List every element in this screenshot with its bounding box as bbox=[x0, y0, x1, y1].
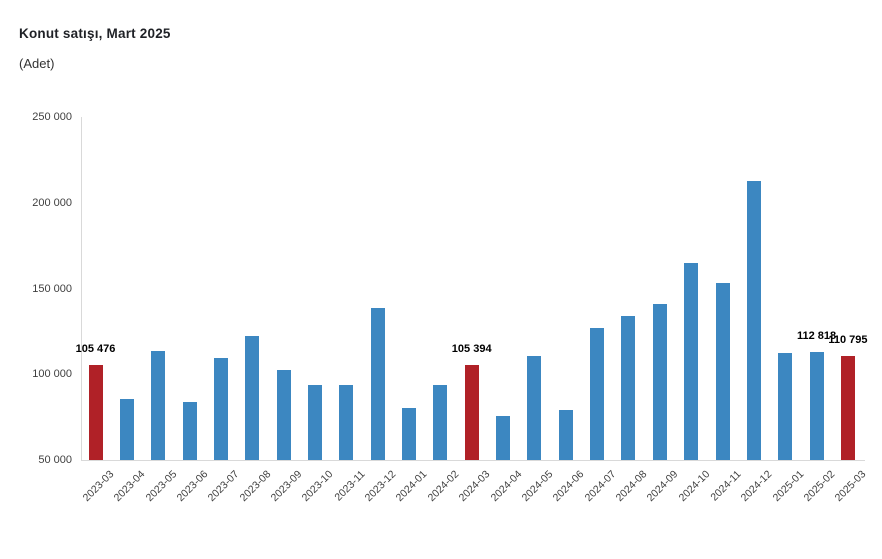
bar-highlighted bbox=[840, 355, 855, 460]
y-axis-tick-label: 150 000 bbox=[32, 282, 72, 295]
x-axis-tick-label: 2024-12 bbox=[738, 468, 775, 505]
y-axis-line bbox=[81, 117, 82, 460]
bar bbox=[684, 262, 699, 460]
bar bbox=[746, 181, 761, 460]
x-axis-tick-label: 2024-02 bbox=[425, 468, 462, 505]
bar-data-label: 110 795 bbox=[828, 333, 868, 346]
chart-title: Konut satışı, Mart 2025 bbox=[19, 26, 171, 41]
bar bbox=[182, 402, 197, 460]
bar bbox=[213, 357, 228, 460]
x-axis-tick-label: 2024-04 bbox=[488, 468, 524, 505]
y-axis-tick-label: 50 000 bbox=[38, 454, 72, 466]
y-axis-tick-label: 250 000 bbox=[32, 111, 72, 123]
bar bbox=[715, 283, 730, 460]
x-axis-tick-label: 2024-03 bbox=[456, 468, 493, 505]
bar-highlighted bbox=[464, 364, 479, 460]
bar bbox=[558, 409, 573, 460]
x-axis-tick-label: 2024-07 bbox=[582, 468, 618, 505]
x-axis-tick-label: 2023-05 bbox=[143, 468, 179, 505]
x-axis-tick-label: 2023-10 bbox=[299, 468, 336, 505]
x-axis-tick-label: 2024-11 bbox=[708, 468, 744, 504]
bar bbox=[119, 398, 134, 460]
bar bbox=[652, 304, 667, 460]
bar bbox=[621, 315, 636, 460]
bar-data-label: 112 818 bbox=[796, 330, 837, 343]
bar bbox=[809, 352, 824, 460]
bar bbox=[245, 336, 260, 460]
x-axis-line bbox=[81, 460, 865, 461]
bar bbox=[778, 353, 793, 460]
x-axis-tick-label: 2024-10 bbox=[676, 468, 712, 505]
x-axis-tick-label: 2024-06 bbox=[550, 468, 587, 505]
x-axis-tick-label: 2023-11 bbox=[331, 468, 368, 504]
x-axis-tick-label: 2023-04 bbox=[111, 468, 148, 505]
x-axis-tick-label: 2023-07 bbox=[205, 468, 242, 505]
bar bbox=[402, 408, 416, 460]
x-axis-tick-label: 2024-09 bbox=[644, 468, 681, 505]
x-axis-tick-label: 2023-09 bbox=[268, 468, 305, 505]
x-axis-tick-label: 2023-03 bbox=[80, 468, 117, 505]
x-axis-tick-label: 2024-01 bbox=[394, 468, 430, 505]
x-axis-tick-label: 2025-01 bbox=[770, 468, 806, 505]
bar bbox=[276, 369, 291, 460]
bar bbox=[370, 308, 385, 460]
bar bbox=[496, 416, 511, 460]
y-axis-tick-label: 100 000 bbox=[32, 368, 72, 381]
x-axis-tick-label: 2024-05 bbox=[519, 468, 556, 505]
bar-highlighted bbox=[88, 364, 103, 460]
chart-subtitle: (Adet) bbox=[19, 56, 55, 71]
x-axis-tick-label: 2023-06 bbox=[174, 468, 211, 505]
bar bbox=[339, 385, 354, 460]
x-axis-tick-label: 2023-08 bbox=[237, 468, 274, 505]
bar bbox=[307, 384, 322, 460]
x-axis-tick-label: 2024-08 bbox=[613, 468, 650, 505]
bar bbox=[433, 384, 448, 460]
bar bbox=[527, 356, 542, 460]
bar bbox=[590, 327, 605, 460]
x-axis-tick-label: 2023-12 bbox=[362, 468, 399, 505]
bar-data-label: 105 394 bbox=[451, 342, 492, 355]
bar bbox=[151, 351, 166, 460]
x-axis-tick-label: 2025-03 bbox=[832, 468, 869, 505]
x-axis-tick-label: 2025-02 bbox=[801, 468, 838, 505]
y-axis-tick-label: 200 000 bbox=[32, 196, 72, 209]
bar-data-label: 105 476 bbox=[75, 342, 116, 355]
